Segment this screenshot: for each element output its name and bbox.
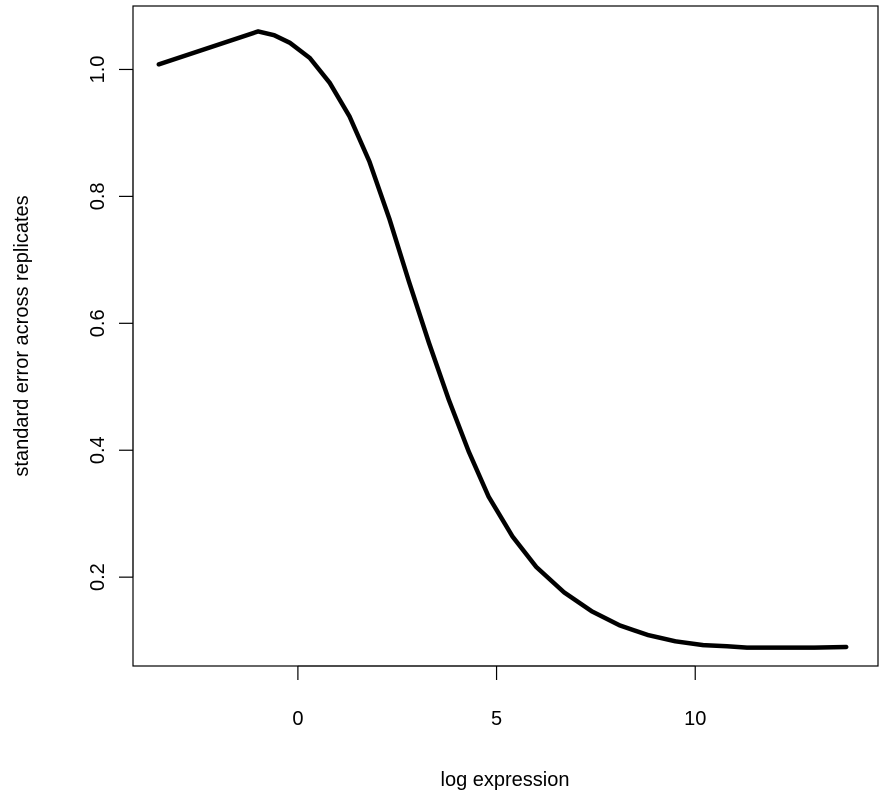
y-axis-label: standard error across replicates	[11, 195, 33, 476]
y-tick-label: 0.8	[87, 182, 109, 210]
y-tick-label: 0.4	[87, 436, 109, 464]
y-tick-label: 0.2	[87, 563, 109, 591]
x-axis: 0 5 10	[292, 665, 706, 730]
y-axis: 0.2 0.4 0.6 0.8 1.0	[87, 56, 134, 591]
series-line	[156, 29, 849, 650]
x-tick-label: 5	[491, 708, 502, 730]
x-tick-label: 10	[684, 708, 706, 730]
y-tick-label: 1.0	[87, 56, 109, 84]
x-axis-label: log expression	[441, 769, 570, 791]
x-tick-label: 0	[292, 708, 303, 730]
y-tick-label: 0.6	[87, 309, 109, 337]
plot-frame	[132, 5, 879, 667]
